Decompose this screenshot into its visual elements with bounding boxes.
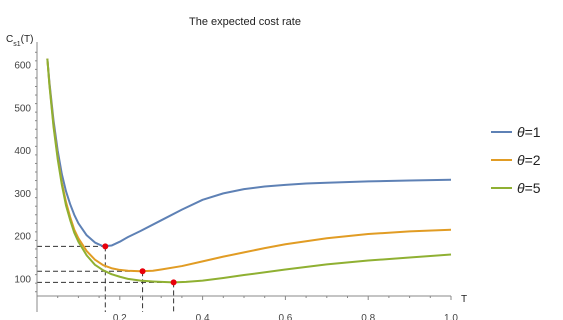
optimum-guides <box>37 245 175 312</box>
series-line-0 <box>46 58 452 248</box>
optimum-marker <box>170 279 177 286</box>
series-line-1 <box>46 58 452 273</box>
y-tick-label: 500 <box>14 103 31 114</box>
optimum-marker <box>139 268 146 275</box>
x-tick-label: 0.8 <box>361 313 375 320</box>
legend-item-theta-1: θ=1 <box>491 124 541 140</box>
axes: 0.2 0.4 0.6 0.8 1.0 100 200 300 400 500 600 <box>14 42 458 320</box>
series-line-2 <box>46 58 452 284</box>
chart-title: The expected cost rate <box>189 16 301 28</box>
x-tick-label: 1.0 <box>444 313 458 320</box>
y-tick-label: 300 <box>14 189 31 200</box>
y-tick-label: 200 <box>14 232 31 243</box>
y-tick-label: 400 <box>14 146 31 157</box>
x-tick-label: 0.6 <box>278 313 292 320</box>
y-tick-label: 600 <box>14 61 31 72</box>
legend-label-theta-1: θ=1 <box>517 124 541 140</box>
y-axis-label-arg: (T) <box>21 34 34 45</box>
legend-item-theta-5: θ=5 <box>491 180 541 196</box>
optimum-marker <box>102 243 109 250</box>
optimum-markers <box>102 243 177 286</box>
y-axis-label: Cs1(T) <box>6 34 33 48</box>
legend-item-theta-2: θ=2 <box>491 152 541 168</box>
legend-label-theta-2: θ=2 <box>517 152 541 168</box>
y-axis-label-main: C <box>6 34 13 45</box>
y-axis-label-sub: s1 <box>13 41 21 48</box>
y-tick-label: 100 <box>14 274 31 285</box>
legend-label-theta-5: θ=5 <box>517 180 541 196</box>
legend: θ=1 θ=2 θ=5 <box>491 124 541 196</box>
x-tick-label: 0.4 <box>196 313 210 320</box>
x-tick-label: 0.2 <box>113 313 127 320</box>
x-axis-label: T <box>461 294 467 305</box>
series-layer <box>46 58 452 284</box>
